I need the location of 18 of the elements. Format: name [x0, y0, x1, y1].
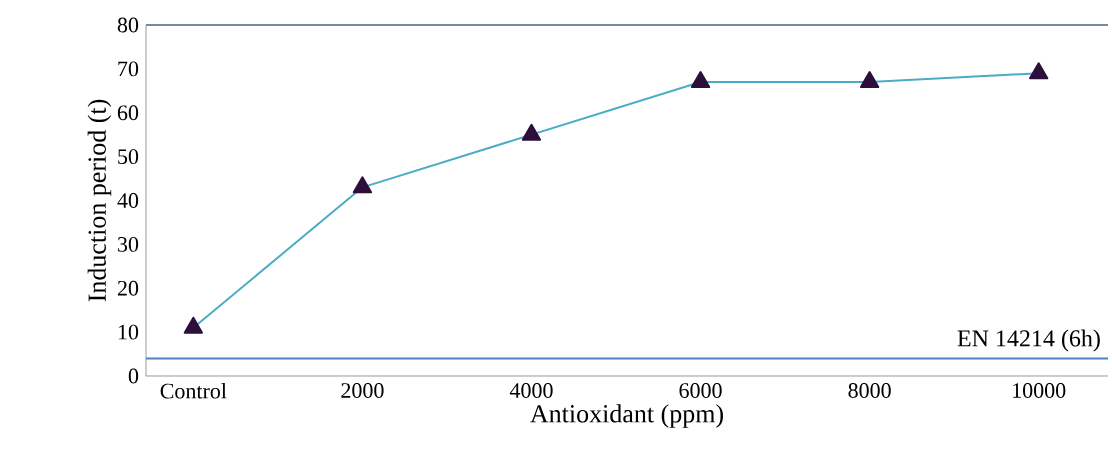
- y-tick-label: 20: [117, 280, 139, 296]
- x-tick-label: Control: [160, 383, 227, 399]
- y-tick-label: 40: [117, 193, 139, 208]
- x-tick-label: 10000: [1013, 383, 1066, 398]
- y-tick-label: 30: [118, 236, 139, 252]
- y-tick-label: 80: [117, 17, 139, 33]
- x-tick-label: 6000: [679, 383, 722, 398]
- y-tick-label: 70: [118, 61, 139, 77]
- x-axis-title: Antioxidant (ppm): [530, 404, 723, 428]
- x-tick-label: 8000: [848, 383, 891, 398]
- y-tick-label: 60: [117, 105, 139, 121]
- ref-line-label: EN 14214 (6h): [957, 329, 1100, 352]
- y-tick-label: 50: [118, 149, 139, 165]
- x-tick-label: 4000: [509, 383, 553, 398]
- y-tick-label: 10: [118, 324, 139, 340]
- y-tick-label: 0: [128, 368, 139, 384]
- x-tick-label: 2000: [341, 383, 384, 398]
- y-axis-title: Induction period (t): [87, 99, 112, 302]
